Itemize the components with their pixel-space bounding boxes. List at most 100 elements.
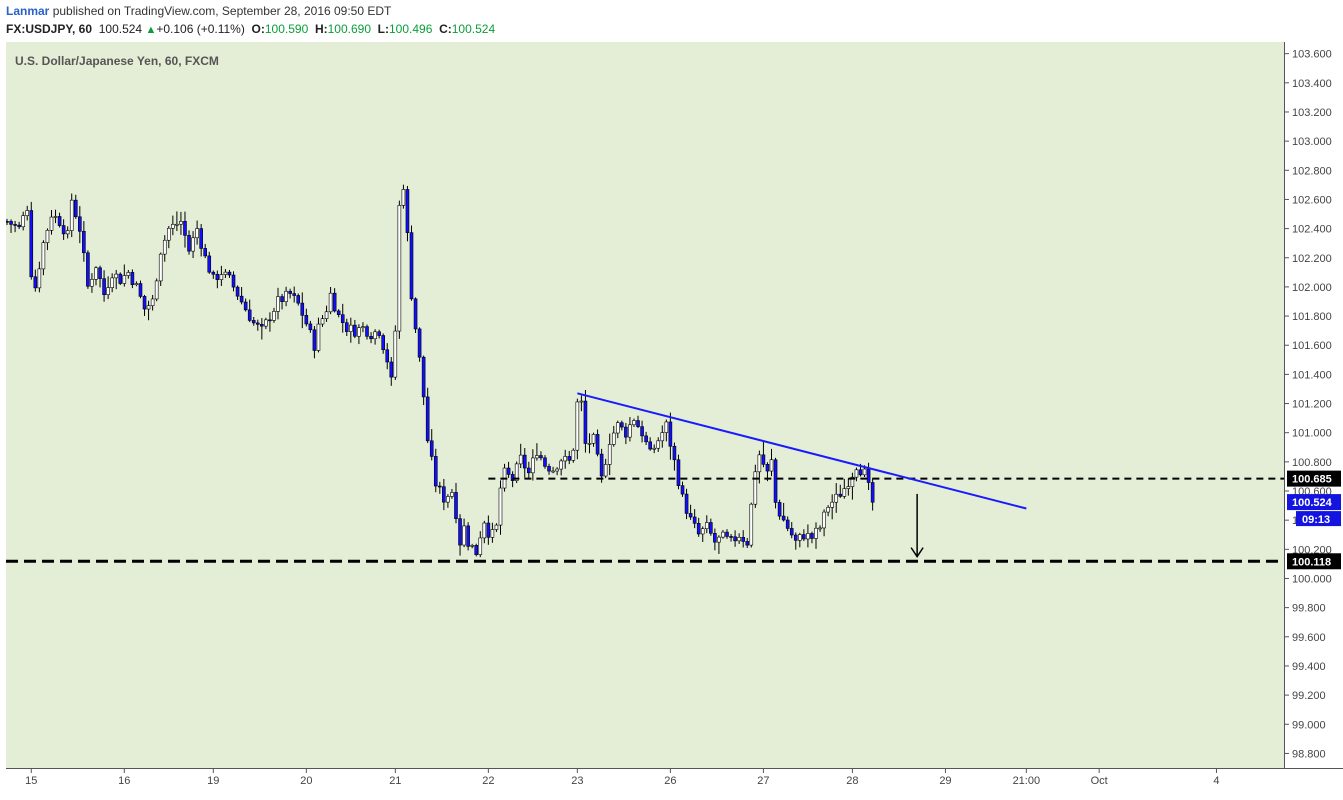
candle-body	[304, 315, 309, 325]
y-tick-label: 101.200	[1292, 399, 1332, 411]
candle-body	[336, 310, 341, 315]
candle-body	[494, 524, 499, 530]
candle-body	[397, 205, 402, 332]
candle-body	[822, 511, 826, 529]
candle-body	[361, 326, 365, 328]
time-axis[interactable]	[6, 768, 1343, 795]
candle-body	[482, 522, 487, 539]
candle-body	[438, 485, 442, 488]
candle-body	[183, 221, 187, 236]
candle-body	[320, 318, 325, 325]
candle-body	[296, 295, 301, 304]
candle-body	[660, 432, 665, 442]
candle-body	[587, 443, 592, 445]
candle-body	[247, 309, 252, 321]
candle-body	[332, 292, 337, 312]
candle-body	[231, 274, 236, 288]
candle-body	[858, 469, 863, 476]
candle-body	[417, 328, 422, 358]
candle-body	[498, 487, 503, 526]
plot-area[interactable]	[6, 42, 1284, 768]
candle-body	[729, 536, 733, 538]
candle-body	[373, 331, 377, 340]
candle-body	[106, 287, 110, 296]
symbol-label[interactable]: FX:USDJPY, 60	[6, 22, 93, 36]
candle-body	[798, 534, 802, 541]
candle-body	[316, 323, 321, 351]
candle-body	[130, 272, 135, 286]
candle-body	[490, 529, 495, 538]
candle-body	[765, 464, 770, 472]
candle-body	[110, 277, 114, 288]
chart-container[interactable]: 98.800 99.000 99.200 99.400 99.600 99.800 100.…	[5, 42, 1343, 795]
candle-body	[114, 273, 119, 279]
candle-body	[223, 271, 228, 275]
candle-body	[450, 492, 454, 497]
candle-body	[862, 468, 867, 476]
candle-body	[632, 420, 636, 426]
candle-body	[628, 424, 632, 438]
candle-body	[86, 252, 90, 287]
candle-body	[611, 432, 616, 445]
y-tick-label: 98.800	[1292, 748, 1326, 760]
candle-body	[421, 356, 426, 398]
candle-body	[251, 320, 256, 324]
candle-body	[802, 534, 806, 540]
candle-body	[535, 455, 539, 459]
price-chart[interactable]: 98.800 99.000 99.200 99.400 99.600 99.800 100.…	[5, 42, 1343, 795]
y-tick-label: 101.600	[1292, 340, 1332, 352]
candle-body	[474, 545, 479, 555]
candle-body	[563, 456, 568, 462]
candle-body	[187, 235, 191, 252]
y-tick-label: 103.200	[1292, 107, 1332, 119]
price-axis[interactable]	[1284, 42, 1343, 768]
candle-body	[142, 296, 147, 310]
y-tick-label: 99.600	[1292, 632, 1326, 644]
candle-body	[753, 471, 758, 505]
candle-body	[308, 323, 313, 331]
candle-body	[211, 271, 216, 275]
candle-body	[721, 531, 725, 538]
candle-body	[810, 533, 814, 539]
y-tick-label: 103.000	[1292, 136, 1332, 148]
candle-body	[29, 210, 34, 278]
candle-body	[866, 468, 871, 483]
candle-body	[478, 537, 483, 555]
close-value: 100.524	[451, 22, 496, 36]
candle-body	[709, 522, 713, 534]
candle-body	[664, 421, 669, 433]
candle-body	[806, 533, 810, 540]
x-tick-label: 21	[389, 775, 401, 787]
candle-body	[777, 502, 782, 517]
y-tick-label: 99.200	[1292, 690, 1326, 702]
candle-body	[175, 223, 179, 226]
candle-body	[280, 296, 284, 302]
candle-body	[276, 296, 280, 312]
x-tick-label: 21:00	[1013, 775, 1041, 787]
candle-body	[737, 537, 741, 542]
price-change: +0.106 (+0.11%)	[156, 22, 245, 36]
candle-body	[393, 330, 398, 378]
y-tick-label: 101.800	[1292, 311, 1332, 323]
candle-body	[757, 454, 762, 473]
candle-body	[607, 444, 612, 465]
candle-body	[680, 485, 685, 495]
candle-body	[518, 454, 523, 465]
candle-body	[506, 467, 511, 475]
candle-body	[652, 447, 657, 450]
candle-body	[696, 523, 701, 535]
candle-body	[462, 525, 466, 546]
y-tick-label: 102.600	[1292, 194, 1332, 206]
candle-body	[292, 293, 296, 296]
y-tick-label: 99.800	[1292, 603, 1326, 615]
candle-body	[154, 280, 159, 300]
candle-body	[838, 493, 843, 497]
author-link[interactable]: Lanmar	[6, 4, 50, 18]
candle-body	[567, 456, 572, 461]
candle-body	[203, 248, 208, 257]
candle-body	[624, 426, 628, 438]
candle-body	[620, 422, 624, 428]
candle-body	[272, 311, 276, 321]
candle-body	[122, 275, 127, 284]
last-price-label: 100.524	[1292, 497, 1333, 509]
